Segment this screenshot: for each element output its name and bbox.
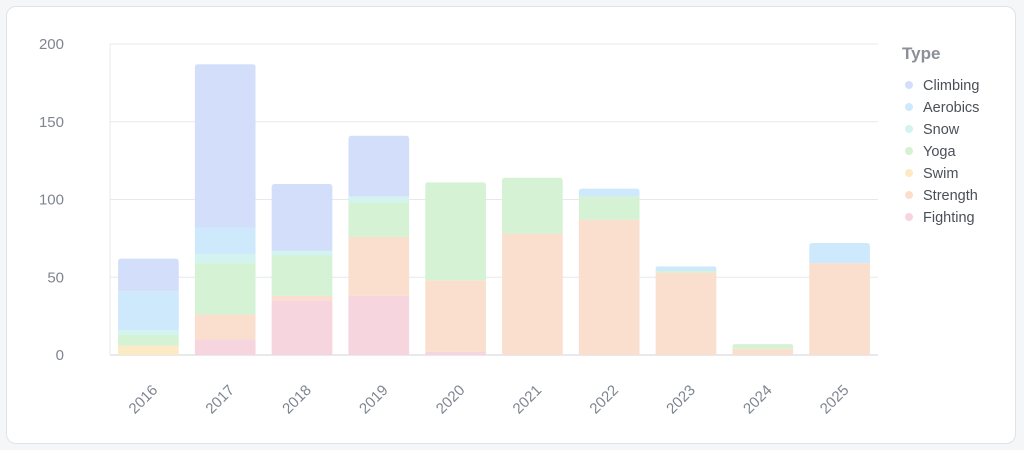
bar-segment[interactable] [502,177,563,234]
bar-segment[interactable] [578,219,640,355]
bar-segment[interactable] [809,243,870,264]
bar-segment[interactable] [655,271,717,273]
bar-stack-2016[interactable] [118,258,179,355]
bar-segment[interactable] [425,351,486,355]
bar-segment[interactable] [809,263,870,355]
bar-segment[interactable] [271,255,333,296]
bar-segment[interactable] [271,295,333,301]
bar-segment[interactable] [194,263,256,315]
bar-segment[interactable] [502,233,563,355]
y-axis: 0 50 100 150 200 [39,36,64,364]
bar-stack-2019[interactable] [348,135,410,355]
x-tick-label: 2022 [586,382,622,418]
bar-segment[interactable] [194,64,256,228]
bar-segment[interactable] [118,291,179,331]
x-tick-label: 2023 [663,382,699,418]
bar-stack-2021[interactable] [502,177,563,355]
legend-item-climbing[interactable]: Climbing [905,78,979,94]
x-tick-label: 2016 [126,382,162,418]
legend: Type Climbing Aerobics Snow Yoga Swim Strengt… [902,44,979,226]
bar-stack-2024[interactable] [732,344,794,355]
bar-segment[interactable] [578,188,640,197]
legend-label: Climbing [923,78,979,94]
bar-segment[interactable] [348,295,410,355]
bar-stack-2022[interactable] [578,188,640,355]
legend-label: Snow [923,122,960,138]
bar-segment[interactable] [732,348,794,355]
bar-segment[interactable] [578,196,640,220]
legend-items: Climbing Aerobics Snow Yoga Swim Strength Figh… [905,78,979,226]
legend-swatch [905,147,913,155]
bar-segment[interactable] [348,202,410,237]
legend-item-aerobics[interactable]: Aerobics [905,100,979,116]
y-tick-label: 50 [47,269,64,286]
bar-segment[interactable] [118,258,179,292]
legend-swatch [905,125,913,133]
bar-segment[interactable] [271,250,333,256]
bar-stack-2018[interactable] [271,183,333,355]
bar-segment[interactable] [425,182,486,281]
bar-segment[interactable] [118,330,179,335]
legend-swatch [905,213,913,221]
bar-segment[interactable] [194,339,256,355]
legend-title: Type [902,44,940,63]
legend-label: Strength [923,188,978,204]
x-tick-label: 2025 [817,382,853,418]
x-axis: 2016 2017 2018 2019 2020 2021 2022 2023 2024 2025 [126,382,853,418]
bars [118,64,870,355]
bar-segment[interactable] [655,266,717,272]
y-tick-label: 200 [39,36,64,53]
legend-swatch [905,191,913,199]
x-tick-label: 2020 [433,382,469,418]
x-tick-label: 2019 [356,382,392,418]
y-tick-label: 150 [39,114,64,131]
bar-segment[interactable] [348,236,410,296]
bar-segment[interactable] [194,314,256,340]
legend-item-swim[interactable]: Swim [905,166,958,182]
y-tick-label: 0 [56,347,64,364]
y-tick-label: 100 [39,192,64,209]
legend-label: Fighting [923,210,975,226]
bar-segment[interactable] [118,345,179,355]
bar-segment[interactable] [271,300,333,355]
bar-segment[interactable] [655,272,717,355]
legend-item-snow[interactable]: Snow [905,122,960,138]
legend-item-yoga[interactable]: Yoga [905,144,956,160]
bar-segment[interactable] [271,183,333,251]
bar-segment[interactable] [348,196,410,203]
bar-stack-2023[interactable] [655,266,717,355]
bar-segment[interactable] [732,344,794,349]
legend-swatch [905,81,913,89]
bar-segment[interactable] [194,227,256,254]
bar-stack-2020[interactable] [425,182,486,355]
x-tick-label: 2024 [740,382,776,418]
x-tick-label: 2017 [202,382,238,418]
bar-segment[interactable] [425,280,486,352]
x-tick-label: 2021 [510,382,546,418]
bar-stack-2025[interactable] [809,243,870,355]
legend-item-fighting[interactable]: Fighting [905,210,975,226]
legend-label: Aerobics [923,100,979,116]
bar-segment[interactable] [348,135,410,197]
bar-stack-2017[interactable] [194,64,256,355]
legend-swatch [905,103,913,111]
legend-item-strength[interactable]: Strength [905,188,978,204]
x-tick-label: 2018 [279,382,315,418]
legend-label: Swim [923,166,958,182]
bar-segment[interactable] [194,253,256,264]
bar-segment[interactable] [118,334,179,346]
legend-label: Yoga [923,144,956,160]
legend-swatch [905,169,913,177]
